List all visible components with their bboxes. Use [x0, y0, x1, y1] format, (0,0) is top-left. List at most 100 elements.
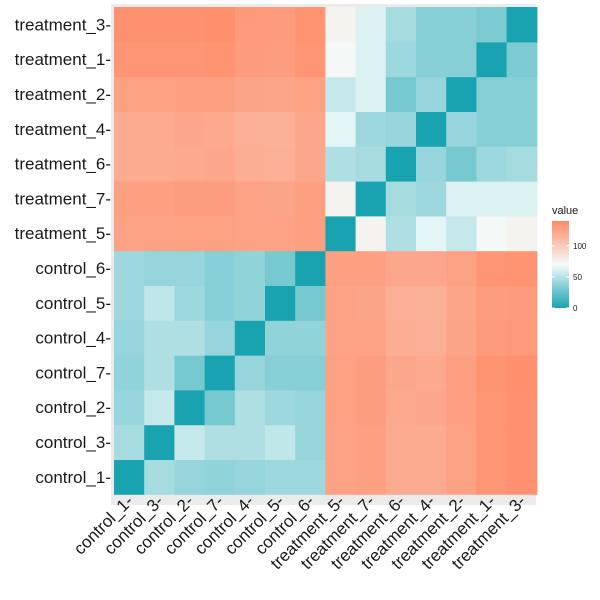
- heatmap-cell-treatment_5-treatment_4: [416, 215, 447, 252]
- legend-title: value: [552, 205, 578, 217]
- heatmap-cell-treatment_4-treatment_2: [446, 111, 477, 147]
- heatmap-cell-control_2-control_6: [295, 389, 326, 426]
- heatmap-cell-treatment_5-control_5: [265, 215, 296, 252]
- y-tick-label-control_3: control_3-: [35, 433, 111, 452]
- heatmap-cell-control_5-control_7: [204, 285, 236, 321]
- heatmap-cell-control_3-treatment_2: [446, 424, 477, 460]
- heatmap-cell-treatment_1-treatment_3: [506, 41, 538, 78]
- heatmap-cell-treatment_5-treatment_7: [355, 215, 387, 252]
- heatmap-cell-control_5-treatment_4: [416, 285, 447, 321]
- heatmap-cell-control_2-treatment_5: [325, 389, 357, 426]
- heatmap-cell-control_7-control_6: [295, 355, 326, 391]
- legend: value 0 50 100: [552, 205, 587, 313]
- heatmap-cell-treatment_7-treatment_6: [385, 181, 417, 217]
- heatmap-cell-control_2-treatment_7: [355, 389, 387, 426]
- heatmap-cell-treatment_3-control_3: [144, 7, 175, 43]
- heatmap-cell-control_6-treatment_3: [506, 250, 538, 286]
- heatmap-cell-control_7-treatment_2: [446, 355, 477, 391]
- heatmap-cell-treatment_3-treatment_5: [325, 7, 357, 43]
- y-tick-label-control_4: control_4-: [35, 329, 111, 348]
- heatmap-cell-treatment_1-control_5: [265, 41, 296, 78]
- heatmap-cell-control_5-control_6: [295, 285, 326, 321]
- heatmap-cell-treatment_2-treatment_5: [325, 76, 357, 112]
- heatmap-cell-treatment_6-control_5: [265, 146, 296, 182]
- heatmap-cell-treatment_1-control_2: [174, 41, 206, 78]
- heatmap-cell-control_7-control_1: [114, 355, 145, 391]
- heatmap-cell-treatment_6-treatment_4: [416, 146, 447, 182]
- y-tick-label-treatment_3: treatment_3-: [15, 15, 111, 34]
- heatmap-cell-control_6-treatment_5: [325, 250, 357, 286]
- heatmap-cell-control_5-treatment_5: [325, 285, 357, 321]
- heatmap-cell-treatment_4-treatment_7: [355, 111, 387, 147]
- heatmap-cell-control_5-treatment_1: [476, 285, 508, 321]
- heatmap-cell-treatment_1-control_6: [295, 41, 326, 78]
- heatmap-cell-treatment_6-treatment_3: [506, 146, 538, 182]
- heatmap-cell-control_1-treatment_3: [506, 459, 538, 495]
- heatmap-cell-control_3-control_4: [234, 424, 266, 460]
- heatmap-cell-control_6-treatment_2: [446, 250, 477, 286]
- y-tick-label-treatment_7: treatment_7-: [15, 189, 111, 208]
- heatmap-cell-treatment_6-treatment_1: [476, 146, 508, 182]
- heatmap-cell-treatment_1-control_1: [114, 41, 145, 78]
- heatmap-cell-treatment_1-treatment_4: [416, 41, 447, 78]
- legend-colorbar: [552, 221, 569, 308]
- heatmap-cell-control_4-control_4: [234, 320, 266, 356]
- heatmap-cell-treatment_2-control_1: [114, 76, 145, 112]
- heatmap-cell-control_5-control_4: [234, 285, 266, 321]
- heatmap-cell-control_7-treatment_4: [416, 355, 447, 391]
- heatmap-cell-control_6-control_7: [204, 250, 236, 286]
- heatmap-cell-treatment_3-control_2: [174, 7, 206, 43]
- heatmap-cell-control_7-control_5: [265, 355, 296, 391]
- heatmap-cell-control_2-control_2: [174, 389, 206, 426]
- heatmap-cell-treatment_1-treatment_6: [385, 41, 417, 78]
- heatmap-cell-control_7-treatment_7: [355, 355, 387, 391]
- heatmap-cell-control_5-treatment_3: [506, 285, 538, 321]
- heatmap-cell-control_6-treatment_4: [416, 250, 447, 286]
- heatmap-cell-treatment_1-control_7: [204, 41, 236, 78]
- heatmap-cell-treatment_1-treatment_2: [446, 41, 477, 78]
- heatmap-cell-treatment_2-treatment_4: [416, 76, 447, 112]
- heatmap-cell-treatment_5-control_6: [295, 215, 326, 252]
- heatmap-cell-treatment_1-treatment_1: [476, 41, 508, 78]
- heatmap-cell-treatment_2-control_5: [265, 76, 296, 112]
- heatmap-cell-treatment_2-control_6: [295, 76, 326, 112]
- heatmap-cell-treatment_5-treatment_2: [446, 215, 477, 252]
- y-tick-label-control_2: control_2-: [35, 398, 111, 417]
- heatmap-cell-control_1-control_6: [295, 459, 326, 495]
- heatmap-cell-treatment_6-treatment_6: [385, 146, 417, 182]
- heatmap-cell-treatment_7-treatment_2: [446, 181, 477, 217]
- heatmap-cell-control_4-treatment_1: [476, 320, 508, 356]
- heatmap-cell-control_7-treatment_3: [506, 355, 538, 391]
- heatmap-cell-treatment_3-control_1: [114, 7, 145, 43]
- heatmap-cell-control_5-control_1: [114, 285, 145, 321]
- heatmap-cell-treatment_4-treatment_6: [385, 111, 417, 147]
- heatmap-cell-treatment_2-treatment_6: [385, 76, 417, 112]
- heatmap-cell-treatment_6-control_4: [234, 146, 266, 182]
- heatmap-cell-treatment_4-control_4: [234, 111, 266, 147]
- heatmap-cell-treatment_5-treatment_6: [385, 215, 417, 252]
- heatmap-cell-control_2-treatment_3: [506, 389, 538, 426]
- heatmap-cell-control_7-control_2: [174, 355, 206, 391]
- legend-tick-label-100: 100: [573, 242, 587, 251]
- legend-tick-label-0: 0: [573, 304, 578, 313]
- heatmap-cell-treatment_3-control_5: [265, 7, 296, 43]
- heatmap-cell-control_4-treatment_6: [385, 320, 417, 356]
- heatmap-cell-control_5-control_2: [174, 285, 206, 321]
- heatmap-cell-control_3-treatment_4: [416, 424, 447, 460]
- y-tick-label-treatment_4: treatment_4-: [15, 120, 111, 139]
- heatmap-cell-control_3-control_6: [295, 424, 326, 460]
- heatmap-cell-control_2-treatment_2: [446, 389, 477, 426]
- heatmap-cell-treatment_1-control_3: [144, 41, 175, 78]
- heatmap-cell-treatment_6-control_7: [204, 146, 236, 182]
- heatmap-cell-control_3-treatment_7: [355, 424, 387, 460]
- heatmap-cell-treatment_7-treatment_7: [355, 181, 387, 217]
- heatmap-cell-treatment_6-control_6: [295, 146, 326, 182]
- heatmap-cell-treatment_3-treatment_7: [355, 7, 387, 43]
- heatmap-cell-treatment_4-treatment_3: [506, 111, 538, 147]
- heatmap-cell-treatment_3-control_6: [295, 7, 326, 43]
- heatmap-cell-treatment_2-control_4: [234, 76, 266, 112]
- heatmap-cell-control_6-control_4: [234, 250, 266, 286]
- heatmap-cell-control_6-control_3: [144, 250, 175, 286]
- heatmap-cell-control_7-control_4: [234, 355, 266, 391]
- heatmap-cell-treatment_4-treatment_1: [476, 111, 508, 147]
